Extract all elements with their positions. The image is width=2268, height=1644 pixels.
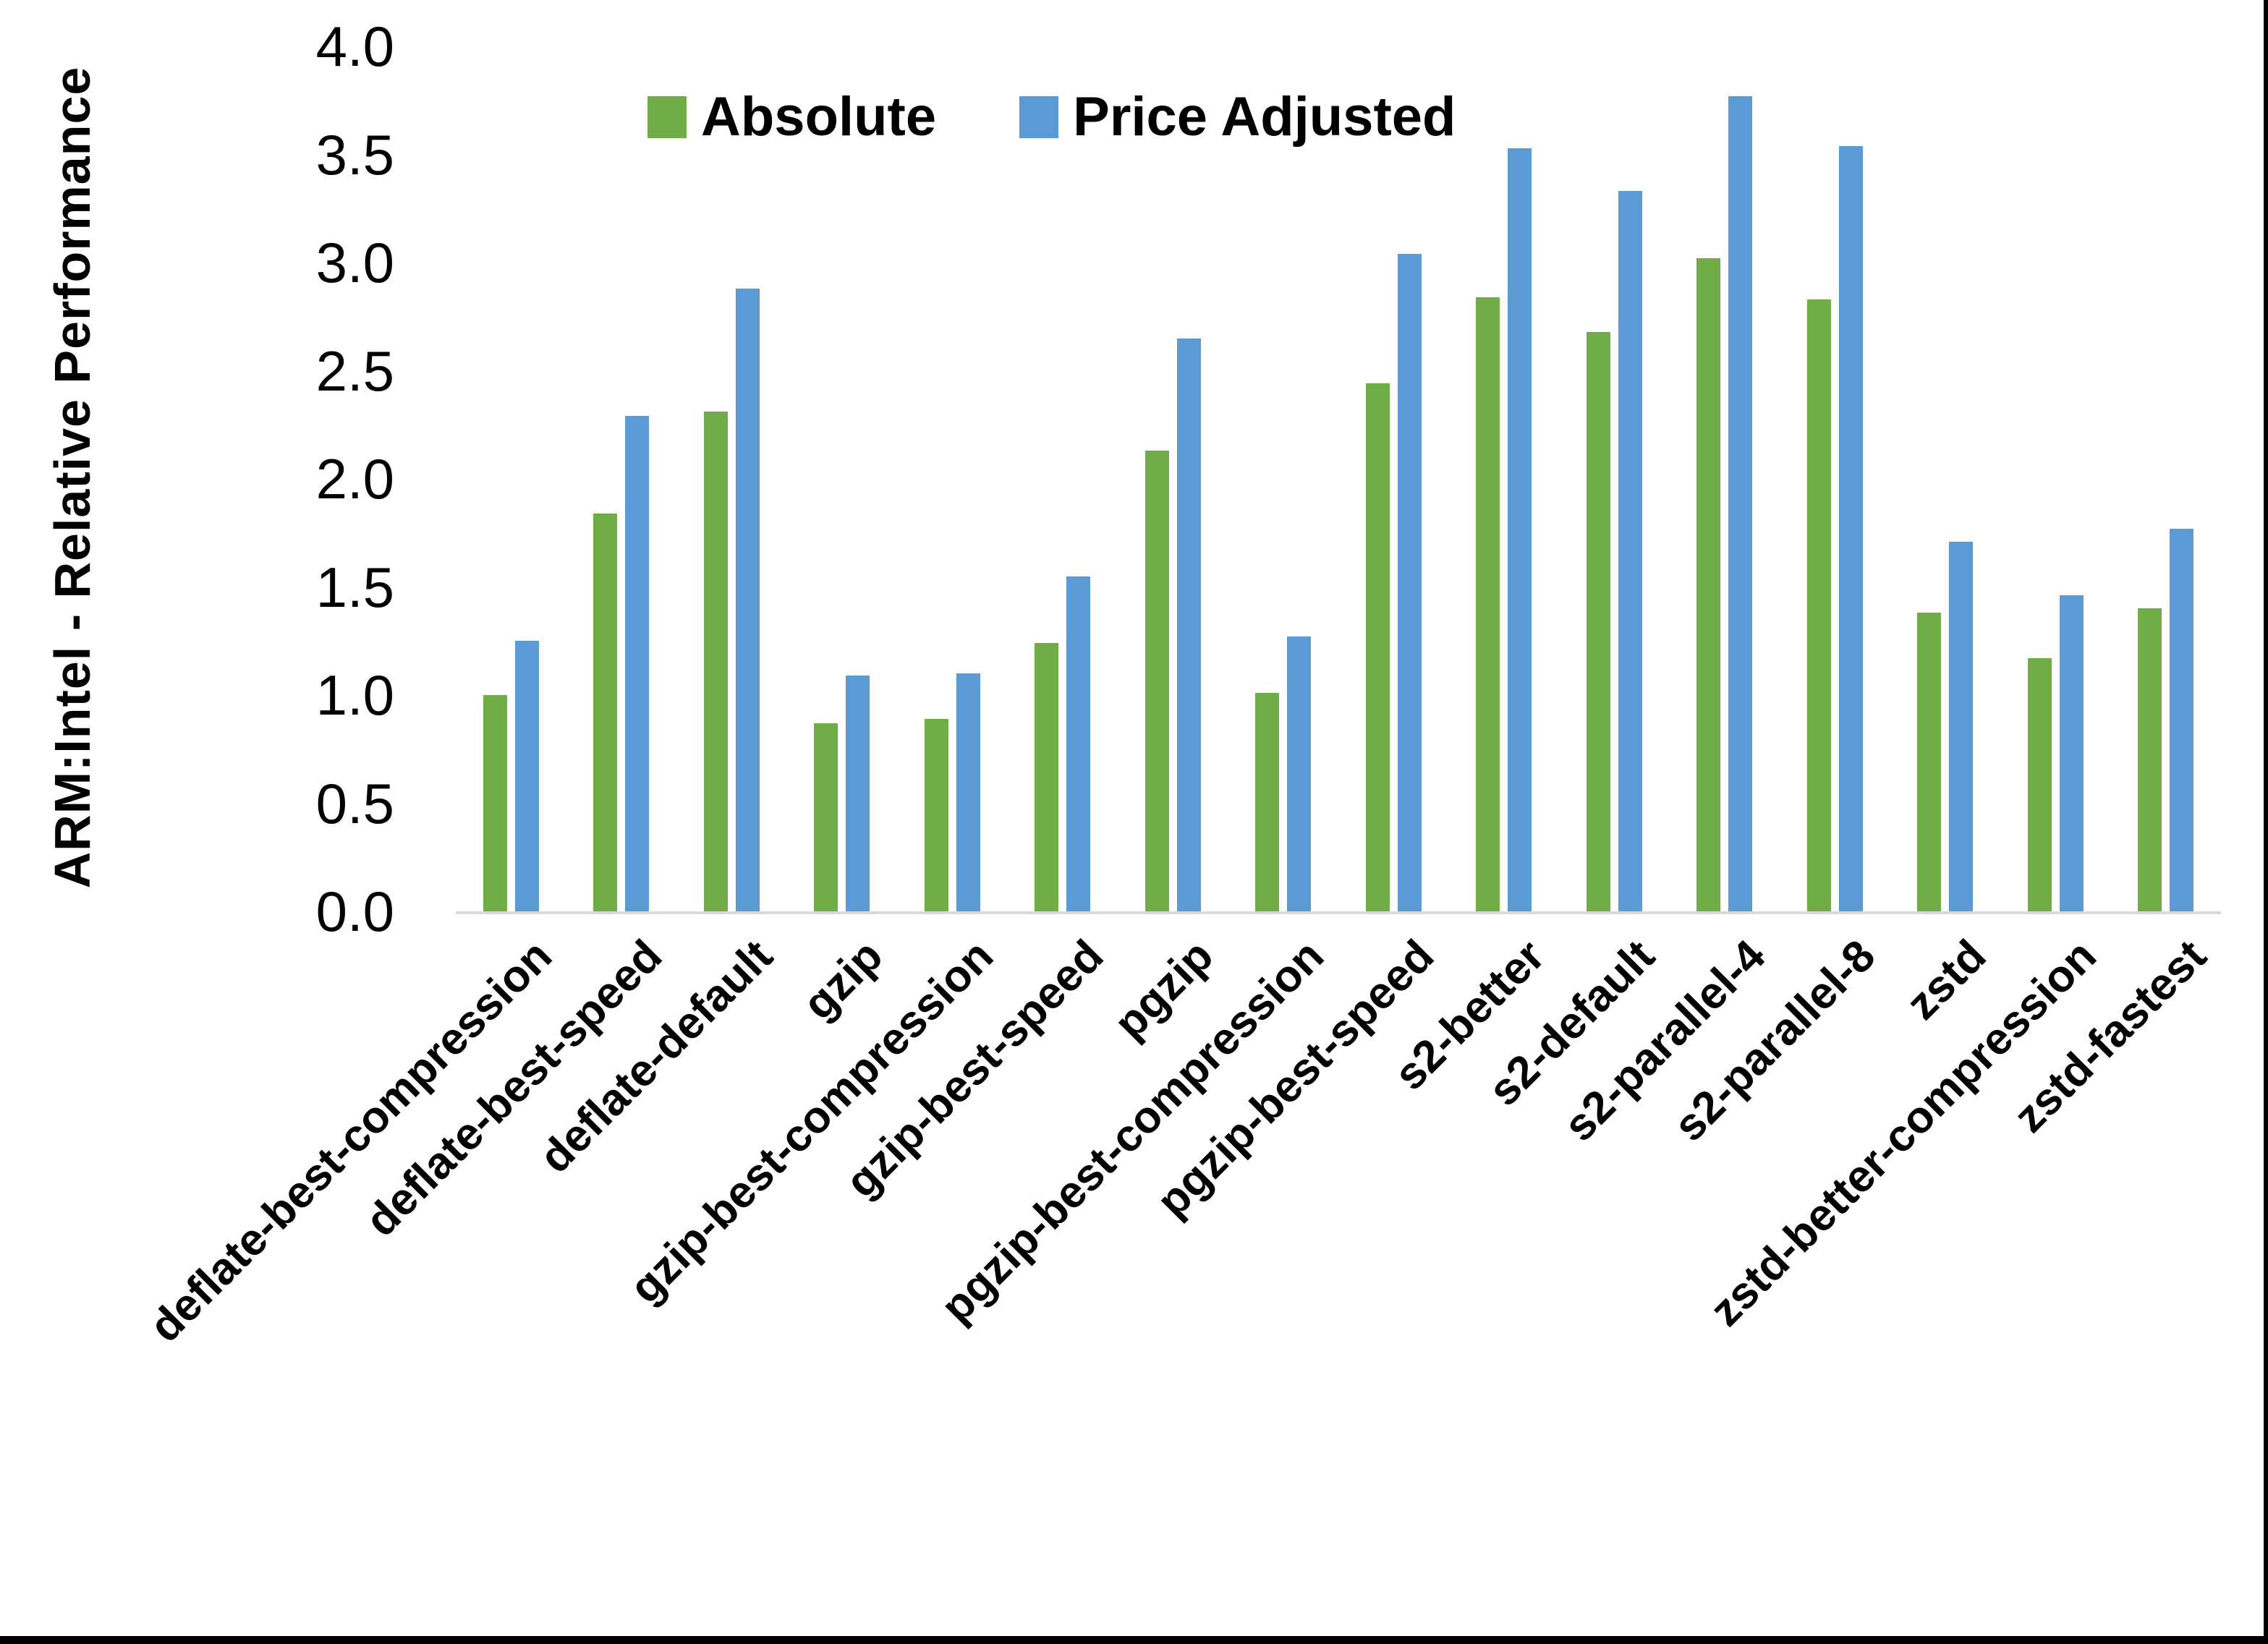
bar-price-adjusted-zstd-fastest	[2170, 528, 2194, 911]
bar-group-gzip-best-speed	[1008, 46, 1118, 911]
bar-price-adjusted-deflate-best-speed	[625, 416, 650, 911]
bar-absolute-gzip	[814, 723, 838, 911]
bar-absolute-pgzip-best-speed	[1365, 383, 1390, 911]
bar-price-adjusted-s2-default	[1618, 191, 1642, 911]
y-tick-label-3.0: 3.0	[315, 231, 394, 294]
y-axis-title: ARM:Intel - Relative Performance	[44, 66, 101, 889]
screenshot-right-border	[2264, 0, 2268, 1644]
bar-price-adjusted-gzip	[846, 676, 870, 911]
bar-price-adjusted-zstd-better-compression	[2059, 595, 2084, 911]
y-tick-label-4.0: 4.0	[315, 14, 394, 78]
legend-swatch-icon	[1019, 95, 1059, 138]
plot-area	[456, 46, 2221, 914]
bar-price-adjusted-pgzip-best-compression	[1287, 636, 1312, 911]
bar-absolute-s2-parallel-8	[1806, 299, 1831, 911]
x-axis-label-gzip: gzip	[793, 930, 893, 1030]
bar-absolute-s2-parallel-4	[1696, 258, 1721, 911]
y-tick-label-0.5: 0.5	[315, 771, 394, 835]
bar-group-deflate-default	[676, 46, 787, 911]
bar-absolute-zstd-better-compression	[2027, 658, 2052, 911]
bar-price-adjusted-zstd	[1949, 541, 1974, 911]
bar-absolute-pgzip-best-compression	[1255, 693, 1280, 911]
x-axis-label-deflate-best-compression: deflate-best-compression	[140, 930, 561, 1353]
bar-group-deflate-best-compression	[456, 46, 566, 911]
legend-item-price-adjusted: Price Adjusted	[1019, 85, 1456, 148]
legend: Absolute Price Adjusted	[647, 85, 1456, 148]
bar-group-gzip-best-compression	[897, 46, 1008, 911]
bar-absolute-gzip-best-speed	[1035, 643, 1059, 911]
y-tick-label-2.5: 2.5	[315, 338, 394, 403]
bar-absolute-zstd	[1917, 613, 1942, 911]
bar-group-s2-better	[1449, 46, 1560, 911]
bar-absolute-pgzip	[1144, 451, 1169, 911]
bar-absolute-s2-better	[1476, 297, 1500, 911]
bar-group-deflate-best-speed	[566, 46, 677, 911]
y-tick-label-0.0: 0.0	[315, 880, 394, 943]
y-tick-label-3.5: 3.5	[315, 122, 394, 187]
bar-price-adjusted-s2-parallel-8	[1838, 145, 1863, 911]
bar-price-adjusted-s2-parallel-4	[1728, 95, 1753, 911]
bar-price-adjusted-deflate-default	[735, 288, 760, 911]
bar-group-zstd-fastest	[2111, 46, 2222, 911]
bar-absolute-zstd-fastest	[2138, 608, 2162, 911]
bar-group-zstd-better-compression	[2000, 46, 2111, 911]
bar-price-adjusted-gzip-best-compression	[956, 673, 980, 911]
bar-group-gzip	[787, 46, 898, 911]
bar-price-adjusted-deflate-best-compression	[514, 641, 539, 911]
bar-absolute-deflate-best-compression	[483, 695, 507, 911]
bar-group-s2-parallel-8	[1780, 46, 1890, 911]
bar-absolute-gzip-best-compression	[924, 718, 948, 911]
bar-price-adjusted-s2-better	[1508, 148, 1532, 911]
bar-price-adjusted-gzip-best-speed	[1066, 576, 1091, 911]
y-tick-label-1.0: 1.0	[315, 663, 394, 727]
bar-absolute-deflate-default	[703, 412, 728, 911]
x-axis-label-zstd: zstd	[1896, 930, 1996, 1030]
bar-group-pgzip-best-compression	[1228, 46, 1339, 911]
bar-group-pgzip-best-speed	[1338, 46, 1449, 911]
screenshot-bottom-border	[0, 1636, 2268, 1644]
legend-label: Absolute	[701, 86, 937, 148]
y-tick-label-1.5: 1.5	[315, 555, 394, 619]
bar-absolute-deflate-best-speed	[593, 513, 618, 911]
bar-absolute-s2-default	[1586, 331, 1610, 911]
bar-group-pgzip	[1118, 46, 1228, 911]
bar-group-s2-parallel-4	[1670, 46, 1780, 911]
legend-item-absolute: Absolute	[647, 85, 936, 148]
bar-group-s2-default	[1559, 46, 1670, 911]
y-tick-label-2.0: 2.0	[315, 447, 394, 511]
legend-label: Price Adjusted	[1073, 86, 1456, 148]
legend-swatch-icon	[647, 95, 687, 138]
bar-price-adjusted-pgzip	[1176, 338, 1201, 911]
bar-price-adjusted-pgzip-best-speed	[1397, 254, 1422, 911]
bar-group-zstd	[1890, 46, 2001, 911]
